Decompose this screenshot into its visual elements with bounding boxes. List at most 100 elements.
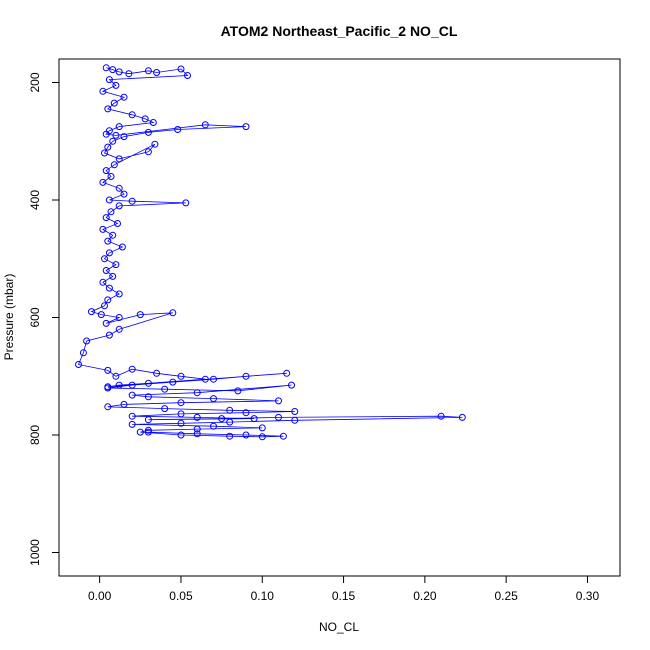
data-point xyxy=(136,311,144,319)
data-point xyxy=(234,387,242,395)
data-point xyxy=(161,405,169,413)
data-point xyxy=(193,425,201,433)
data-point xyxy=(201,121,209,129)
data-point xyxy=(437,412,445,420)
data-point xyxy=(99,278,107,286)
data-point xyxy=(107,173,115,180)
data-point xyxy=(182,199,190,207)
x-tick-label: 0.25 xyxy=(494,589,518,603)
data-point xyxy=(288,381,295,389)
data-point xyxy=(242,372,250,380)
data-point xyxy=(99,87,107,95)
data-point xyxy=(115,123,123,131)
x-tick-label: 0.20 xyxy=(413,589,437,603)
data-point xyxy=(144,67,152,75)
data-point xyxy=(104,105,112,113)
data-point xyxy=(279,432,287,440)
data-point xyxy=(104,403,112,411)
data-point xyxy=(153,69,161,76)
y-axis-label: Pressure (mbar) xyxy=(2,274,16,361)
data-point xyxy=(102,130,110,138)
data-point xyxy=(99,178,107,186)
data-point xyxy=(201,375,209,383)
data-point xyxy=(153,369,161,377)
data-point xyxy=(177,399,185,407)
data-point xyxy=(102,214,110,222)
data-point xyxy=(105,196,113,204)
data-point xyxy=(291,416,299,424)
data-point xyxy=(104,366,112,374)
data-point xyxy=(144,379,152,387)
data-point xyxy=(114,220,121,227)
data-point xyxy=(151,140,159,148)
data-point xyxy=(210,422,217,430)
x-axis-label: NO_CL xyxy=(319,620,359,634)
y-tick-label: 800 xyxy=(28,425,42,445)
data-series xyxy=(75,64,466,441)
data-point xyxy=(115,155,123,163)
chart-title: ATOM2 Northeast_Pacific_2 NO_CL xyxy=(221,23,458,39)
data-point xyxy=(112,131,120,139)
data-point xyxy=(102,267,110,274)
data-point xyxy=(275,413,282,421)
data-point xyxy=(144,393,152,401)
data-point xyxy=(144,428,152,436)
data-point xyxy=(83,337,91,345)
x-tick-label: 0.15 xyxy=(332,589,356,603)
data-point xyxy=(283,369,291,377)
data-point xyxy=(115,325,123,333)
data-point xyxy=(105,76,113,84)
data-point xyxy=(458,413,466,421)
data-point xyxy=(250,415,258,423)
data-point xyxy=(218,415,226,423)
data-point xyxy=(75,361,82,368)
data-point xyxy=(141,115,149,123)
data-point xyxy=(177,410,185,418)
data-point xyxy=(97,311,105,319)
data-point xyxy=(115,290,123,298)
data-point xyxy=(144,128,152,136)
data-point xyxy=(120,190,128,198)
data-point xyxy=(120,400,128,408)
data-point xyxy=(102,64,110,72)
data-point xyxy=(125,70,133,78)
data-point xyxy=(101,149,108,157)
data-point xyxy=(110,161,118,169)
data-point xyxy=(258,433,266,441)
data-point xyxy=(177,431,185,439)
data-point xyxy=(275,397,282,405)
data-point xyxy=(291,408,299,415)
data-point xyxy=(110,99,118,107)
x-tick-label: 0.30 xyxy=(576,589,600,603)
data-point xyxy=(177,419,185,427)
data-point xyxy=(88,308,95,316)
data-point xyxy=(210,395,217,403)
data-point xyxy=(104,384,112,392)
data-point xyxy=(99,225,107,233)
data-point xyxy=(136,428,144,436)
y-tick-label: 400 xyxy=(28,190,42,210)
data-point xyxy=(104,237,112,245)
data-point xyxy=(210,375,217,383)
data-point xyxy=(242,409,250,417)
data-point xyxy=(149,119,157,126)
data-point xyxy=(101,255,108,263)
data-point xyxy=(193,389,201,397)
data-point xyxy=(177,372,185,380)
data-point xyxy=(112,372,120,380)
data-point xyxy=(226,406,234,414)
data-point xyxy=(193,430,201,438)
data-point xyxy=(169,378,177,386)
x-tick-label: 0.10 xyxy=(251,589,275,603)
data-point xyxy=(109,66,117,74)
data-point xyxy=(128,365,136,373)
data-point xyxy=(105,284,113,292)
data-point xyxy=(128,420,136,428)
data-point xyxy=(109,272,117,280)
data-point xyxy=(107,208,115,216)
data-point xyxy=(226,418,234,426)
data-point xyxy=(115,202,123,210)
data-point xyxy=(144,416,152,424)
data-point xyxy=(104,296,112,304)
